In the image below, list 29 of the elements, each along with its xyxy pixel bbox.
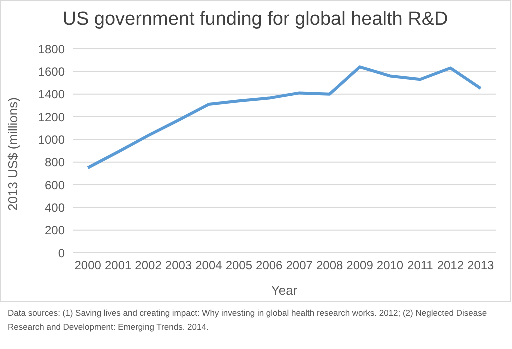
x-tick-label: 2011 [408, 258, 434, 273]
x-tick-label: 2010 [376, 258, 404, 273]
x-tick-label: 2013 [468, 258, 495, 273]
y-tick-label: 200 [44, 224, 66, 238]
y-tick-label: 1000 [38, 132, 66, 147]
y-tick-label: 1800 [38, 42, 66, 56]
x-tick-label: 2009 [346, 258, 374, 273]
x-tick-label: 2000 [74, 258, 102, 273]
y-tick-label: 400 [44, 200, 66, 215]
y-tick-label: 1600 [38, 64, 66, 79]
x-tick-label: 2008 [316, 258, 344, 273]
line-series [86, 66, 482, 170]
y-tick-label: 800 [44, 156, 66, 170]
x-tick-label: 2005 [226, 258, 253, 273]
text: Data sources: (1) Saving lives and creating impact: Why investing in global health research works. 2012; (2) Neglected Disease Research and Development: Emerging Trends. 2014. [8, 307, 488, 334]
x-tick-label: 2002 [135, 258, 162, 273]
y-tick-label: 1400 [38, 88, 66, 102]
chart-title: US government funding for global health R&D [62, 9, 450, 31]
y-tick-label: 1200 [38, 110, 66, 124]
x-tick-label: 2004 [196, 258, 223, 273]
x-tick-label: 2012 [437, 258, 464, 273]
y-tick-label: 0 [58, 246, 66, 260]
x-tick-label: 2006 [256, 258, 284, 273]
y-tick-label: 600 [44, 178, 66, 192]
x-axis-title: Year [271, 283, 298, 298]
x-tick-label: 2007 [286, 258, 314, 273]
y-axis-title: 2013 US$ (millions) [6, 98, 21, 211]
x-tick-label: 2003 [165, 258, 192, 273]
x-tick-label: 2001 [104, 258, 132, 273]
